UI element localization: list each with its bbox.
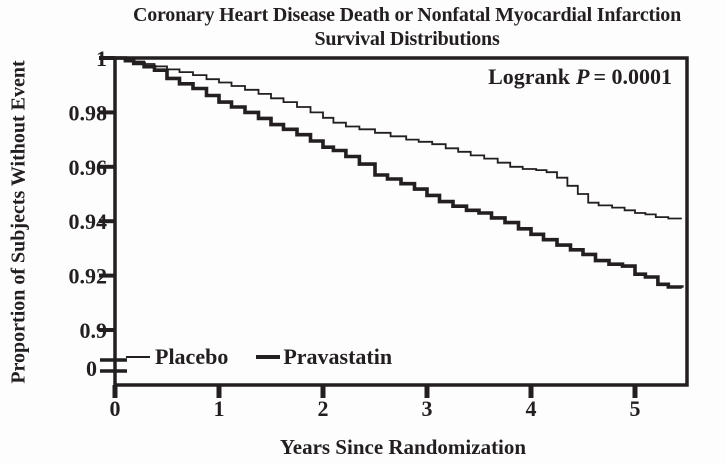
y-tick-label-0: 0 bbox=[86, 356, 97, 381]
y-tick-label-0.98: 0.98 bbox=[69, 100, 108, 125]
y-tick-label-0.94: 0.94 bbox=[69, 209, 108, 234]
logrank-p-symbol: P bbox=[576, 64, 590, 89]
y-tick-label-0.92: 0.92 bbox=[69, 264, 108, 289]
x-tick-label-0: 0 bbox=[110, 396, 121, 421]
legend: Placebo Pravastatin bbox=[126, 346, 392, 368]
x-axis-title: Years Since Randomization bbox=[279, 435, 527, 459]
legend-label-pravastatin: Pravastatin bbox=[283, 344, 393, 369]
plot-border bbox=[113, 56, 689, 387]
y-tick-label-0.9: 0.9 bbox=[80, 318, 108, 343]
legend-label-placebo: Placebo bbox=[155, 344, 229, 369]
y-tick-label-0.96: 0.96 bbox=[69, 155, 108, 180]
chart-title: Coronary Heart Disease Death or Nonfatal… bbox=[88, 3, 726, 51]
logrank-prefix: Logrank bbox=[488, 64, 570, 89]
x-tick-label-5: 5 bbox=[630, 396, 641, 421]
logrank-annotation: Logrank P = 0.0001 bbox=[488, 64, 672, 90]
survival-curve-pravastatin bbox=[115, 56, 684, 289]
x-tick-label-3: 3 bbox=[422, 396, 433, 421]
x-tick-label-2: 2 bbox=[318, 396, 329, 421]
chart-title-line1: Coronary Heart Disease Death or Nonfatal… bbox=[132, 4, 682, 26]
legend-line-placebo-icon bbox=[126, 356, 150, 358]
chart-title-line2: Survival Distributions bbox=[314, 28, 500, 50]
y-tick-label-1: 1 bbox=[96, 46, 107, 71]
logrank-value: = 0.0001 bbox=[593, 64, 672, 89]
x-tick-label-1: 1 bbox=[214, 396, 225, 421]
legend-line-pravastatin-icon bbox=[256, 355, 281, 359]
survival-curve-placebo bbox=[115, 57, 682, 220]
x-tick-label-4: 4 bbox=[526, 396, 537, 421]
